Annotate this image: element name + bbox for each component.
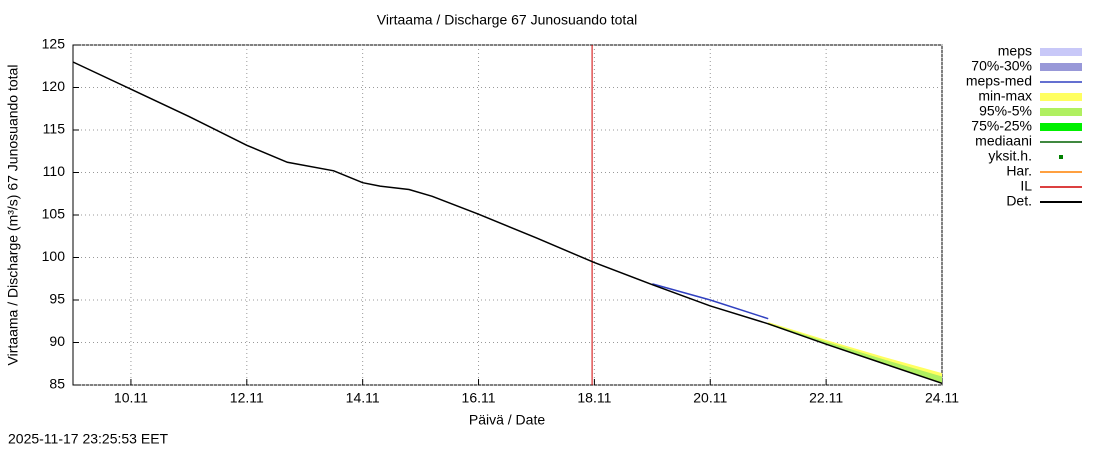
- x-tick-label: 18.11: [577, 390, 611, 406]
- legend-swatch: [1040, 108, 1082, 116]
- legend-swatch: [1040, 123, 1082, 131]
- legend-label: mediaani: [975, 133, 1032, 149]
- x-tick-label: 12.11: [230, 390, 264, 406]
- legend-label: Har.: [1006, 163, 1032, 179]
- plot-frame: [72, 44, 943, 386]
- legend-label: meps-med: [966, 73, 1032, 89]
- x-axis-label: Päivä / Date: [469, 412, 545, 428]
- series-line: [652, 283, 769, 320]
- legend-label: 75%-25%: [971, 118, 1032, 134]
- series-line: [72, 61, 943, 385]
- y-tick-label: 125: [42, 36, 66, 52]
- legend-label: Det.: [1006, 193, 1032, 209]
- x-tick-label: 16.11: [462, 390, 496, 406]
- y-axis-label: Virtaama / Discharge (m³/s) 67 Junosuand…: [5, 65, 21, 366]
- legend-label: meps: [998, 43, 1032, 59]
- y-tick-label: 120: [42, 78, 66, 94]
- x-tick-label: 10.11: [114, 390, 148, 406]
- chart-title: Virtaama / Discharge 67 Junosuando total: [377, 12, 637, 28]
- legend-swatch: [1059, 155, 1063, 159]
- x-tick-label: 22.11: [809, 390, 843, 406]
- x-tick-label: 20.11: [693, 390, 727, 406]
- legend-label: 70%-30%: [971, 58, 1032, 74]
- x-tick-label: 24.11: [925, 390, 959, 406]
- y-tick-label: 95: [49, 291, 65, 307]
- legend-label: yksit.h.: [988, 148, 1032, 164]
- y-tick-label: 110: [43, 163, 66, 179]
- y-tick-label: 100: [42, 248, 66, 264]
- legend-swatch: [1040, 63, 1082, 71]
- legend-label: min-max: [978, 88, 1032, 104]
- y-tick-label: 105: [42, 206, 66, 222]
- legend-swatch: [1040, 93, 1082, 101]
- y-tick-label: 115: [43, 121, 66, 137]
- x-tick-label: 14.11: [346, 390, 380, 406]
- y-tick-label: 85: [49, 376, 65, 392]
- legend-label: IL: [1020, 178, 1032, 194]
- legend-swatch: [1040, 48, 1082, 56]
- y-tick-label: 90: [49, 333, 65, 349]
- legend-label: 95%-5%: [979, 103, 1032, 119]
- timestamp: 2025-11-17 23:25:53 EET: [8, 431, 169, 447]
